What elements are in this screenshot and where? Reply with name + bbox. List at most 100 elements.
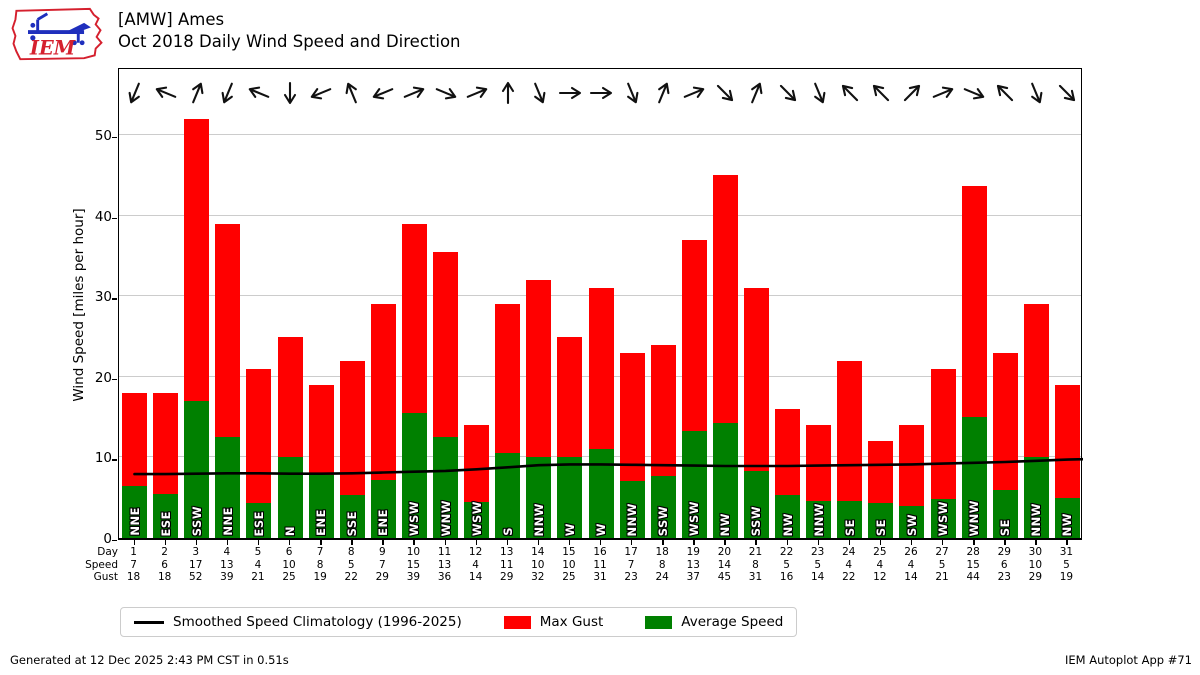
speed-value-day-14: 10: [531, 558, 545, 571]
wind-direction-label-day-28: WNW: [967, 499, 982, 537]
average-speed-bar-day-10: [401, 413, 427, 538]
x-tick-mark-day-4: [226, 540, 229, 545]
iem-logo: IEM: [11, 7, 103, 61]
wind-direction-label-day-2: ESE: [158, 510, 173, 537]
speed-value-day-10: 15: [406, 558, 421, 571]
wind-direction-arrow-icon: [283, 81, 297, 105]
day-number-18: 18: [655, 546, 669, 558]
x-tick-mark-day-31: [1066, 540, 1068, 545]
day-number-5: 5: [254, 546, 262, 558]
average-speed-bar-day-30: [1023, 457, 1049, 538]
speed-value-day-4: 13: [220, 558, 234, 571]
speed-value-day-7: 8: [316, 558, 324, 571]
wind-direction-arrow-icon: [683, 86, 705, 98]
gridline-40: [119, 214, 1081, 216]
gust-value-day-14: 32: [531, 571, 545, 583]
legend-label-max-gust: Max Gust: [539, 614, 604, 630]
speed-value-day-12: 4: [472, 558, 479, 571]
wind-direction-label-day-20: NW: [718, 512, 733, 536]
average-speed-bar-day-12: [464, 501, 490, 538]
y-tick-mark-40: [112, 217, 117, 219]
average-speed-bar-day-21: [743, 471, 769, 538]
wind-direction-label-day-22: NW: [780, 512, 795, 536]
x-tick-mark-day-26: [910, 540, 913, 545]
gust-value-day-1: 18: [126, 571, 141, 583]
gust-value-day-20: 45: [717, 571, 732, 583]
speed-value-day-11: 13: [437, 558, 452, 571]
x-row-label-day: Day: [97, 546, 118, 558]
average-speed-bar-day-26: [899, 505, 925, 538]
speed-value-day-27: 5: [938, 558, 946, 571]
x-tick-mark-day-30: [1035, 540, 1037, 545]
x-tick-mark-day-7: [320, 540, 322, 545]
speed-value-day-21: 8: [752, 558, 759, 571]
gust-value-day-7: 19: [313, 571, 327, 583]
average-speed-bar-day-20: [712, 422, 738, 538]
x-tick-mark-day-2: [164, 540, 167, 545]
wind-direction-arrow-icon: [813, 82, 826, 104]
day-number-28: 28: [966, 546, 980, 558]
gust-value-day-24: 22: [842, 571, 856, 583]
gust-value-day-27: 21: [935, 571, 949, 583]
speed-value-day-26: 4: [907, 558, 915, 571]
wind-direction-arrow-icon: [404, 86, 425, 98]
average-speed-bar-day-19: [681, 430, 707, 538]
day-number-24: 24: [842, 546, 856, 558]
wind-direction-arrow-icon: [221, 82, 233, 104]
wind-direction-arrow-icon: [997, 84, 1014, 102]
gust-value-day-16: 31: [593, 571, 607, 583]
day-number-2: 2: [161, 546, 168, 558]
gust-value-day-28: 44: [966, 571, 980, 583]
day-number-10: 10: [406, 546, 421, 558]
average-speed-bar-day-11: [433, 437, 459, 538]
wind-direction-arrow-icon: [345, 82, 358, 104]
wind-direction-arrow-icon: [658, 82, 670, 104]
gust-value-day-8: 22: [344, 571, 358, 583]
wind-direction-label-day-19: WSW: [687, 500, 702, 536]
wind-direction-arrow-icon: [435, 88, 456, 100]
chart-title: Oct 2018 Daily Wind Speed and Direction: [118, 32, 461, 51]
wind-direction-label-day-15: W: [562, 522, 577, 536]
legend-label-climatology: Smoothed Speed Climatology (1996-2025): [173, 614, 462, 630]
speed-value-day-9: 7: [378, 558, 386, 571]
legend: Smoothed Speed Climatology (1996-2025) M…: [120, 607, 798, 637]
gust-value-day-17: 23: [624, 571, 638, 583]
average-speed-bar-day-3: [184, 400, 210, 538]
wind-direction-label-day-31: NW: [1060, 512, 1075, 536]
wind-direction-arrow-icon: [191, 82, 204, 104]
y-tick-mark-30: [112, 298, 117, 300]
speed-value-day-28: 15: [966, 558, 980, 571]
x-tick-mark-day-9: [382, 540, 384, 545]
gust-value-day-22: 16: [779, 571, 794, 583]
gust-value-day-15: 25: [562, 571, 576, 583]
gust-value-day-9: 29: [375, 571, 389, 583]
station-title: [AMW] Ames: [118, 10, 225, 29]
gust-value-day-23: 14: [810, 571, 825, 583]
wind-direction-arrow-icon: [932, 86, 954, 98]
average-speed-bar-day-5: [246, 503, 272, 538]
x-row-label-speed: Speed: [85, 558, 118, 571]
y-tick-label-10: 10: [94, 450, 112, 467]
gust-value-day-21: 31: [748, 571, 763, 583]
gust-value-day-30: 29: [1028, 571, 1043, 583]
y-tick-mark-10: [112, 459, 117, 461]
speed-value-day-29: 6: [1000, 558, 1008, 571]
speed-value-day-19: 13: [686, 558, 700, 571]
wind-vane-icon: [28, 12, 91, 46]
average-speed-bar-day-15: [557, 457, 583, 538]
wind-direction-arrow-icon: [466, 86, 487, 98]
wind-direction-label-day-7: ENE: [314, 509, 329, 536]
average-speed-bar-day-29: [992, 489, 1018, 538]
y-tick-mark-20: [112, 378, 117, 381]
wind-direction-arrow-icon: [751, 82, 763, 104]
y-tick-mark-0: [112, 540, 117, 542]
average-speed-bar-day-18: [650, 475, 676, 538]
gust-value-day-11: 36: [437, 571, 452, 583]
wind-direction-arrow-icon: [155, 86, 176, 98]
max-gust-swatch: [503, 615, 531, 629]
x-tick-mark-day-23: [817, 540, 820, 545]
generated-timestamp: Generated at 12 Dec 2025 2:43 PM CST in …: [10, 653, 289, 667]
gust-value-day-31: 19: [1059, 571, 1074, 583]
day-number-20: 20: [717, 546, 732, 558]
wind-direction-label-day-17: NNW: [625, 502, 640, 536]
